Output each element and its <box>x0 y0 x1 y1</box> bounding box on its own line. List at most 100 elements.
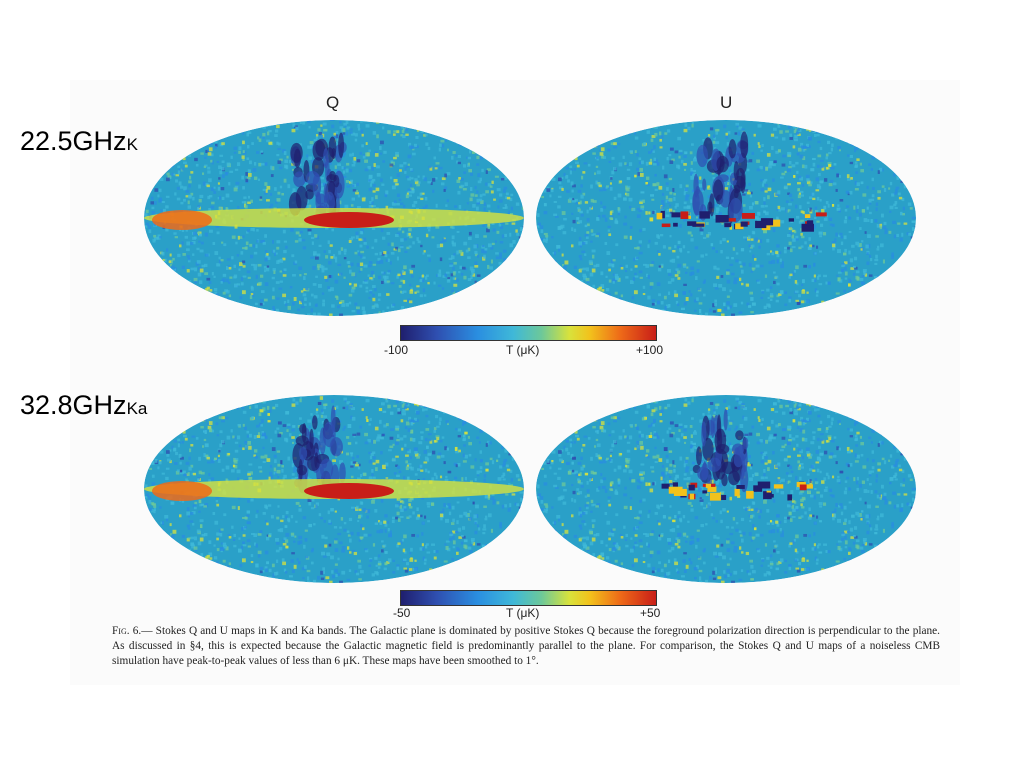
map-pixel <box>866 123 870 127</box>
map-pixel <box>628 197 633 202</box>
map-pixel <box>294 240 299 243</box>
map-pixel <box>169 552 172 555</box>
map-pixel <box>453 261 457 265</box>
map-pixel <box>166 120 169 123</box>
map-pixel <box>685 296 689 301</box>
map-pixel <box>407 428 412 432</box>
map-pixel <box>401 271 406 275</box>
map-pixel <box>578 201 581 205</box>
map-pixel <box>384 514 388 518</box>
map-pixel <box>854 180 857 185</box>
map-pixel <box>210 153 214 157</box>
map-pixel <box>819 235 823 238</box>
map-pixel <box>169 449 172 452</box>
map-pixel <box>150 250 154 255</box>
map-pixel <box>213 544 216 547</box>
map-pixel <box>220 259 224 262</box>
map-pixel <box>175 282 179 287</box>
map-pixel <box>340 517 344 521</box>
map-pixel <box>517 165 521 169</box>
map-pixel <box>823 205 827 210</box>
map-pixel <box>569 165 573 169</box>
map-pixel <box>429 312 432 316</box>
map-pixel <box>552 126 556 130</box>
map-pixel <box>610 177 613 180</box>
map-pixel <box>256 228 259 232</box>
map-pixel <box>557 307 561 311</box>
map-pixel <box>455 154 458 157</box>
map-pixel <box>596 217 600 221</box>
map-pixel <box>783 250 787 254</box>
map-pixel <box>839 199 844 202</box>
map-pixel <box>598 286 602 290</box>
map-pixel <box>576 150 581 153</box>
map-pixel <box>233 151 237 154</box>
map-pixel <box>362 527 365 531</box>
map-pixel <box>668 177 673 181</box>
map-pixel <box>793 129 797 134</box>
map-pixel <box>518 236 522 239</box>
map-pixel <box>346 126 351 130</box>
map-pixel <box>629 150 633 153</box>
map-pixel <box>409 300 413 304</box>
map-pixel <box>360 238 365 241</box>
map-pixel <box>891 252 894 257</box>
map-pixel <box>144 268 149 272</box>
map-pixel <box>422 477 426 482</box>
map-pixel <box>713 147 717 150</box>
map-pixel <box>824 178 828 182</box>
map-pixel <box>539 139 544 143</box>
map-pixel <box>560 224 565 229</box>
map-pixel <box>649 158 653 163</box>
map-pixel <box>324 275 328 279</box>
map-pixel <box>544 286 547 290</box>
map-pixel <box>716 275 720 279</box>
map-pixel <box>384 465 388 469</box>
map-pixel <box>337 557 340 561</box>
map-pixel <box>452 242 457 247</box>
map-pixel <box>837 249 842 254</box>
map-pixel <box>581 129 586 133</box>
map-pixel <box>780 176 784 179</box>
map-pixel <box>788 296 792 299</box>
map-pixel <box>590 290 593 294</box>
map-pixel <box>579 243 583 248</box>
map-pixel <box>188 286 191 291</box>
map-pixel <box>846 174 850 179</box>
map-pixel <box>474 261 478 266</box>
map-pixel <box>517 434 521 438</box>
map-pixel <box>821 312 824 316</box>
map-pixel <box>239 236 243 239</box>
map-pixel <box>276 542 280 545</box>
map-pixel <box>488 276 491 280</box>
map-pixel <box>377 275 382 280</box>
map-pixel <box>470 187 473 192</box>
map-pixel <box>787 151 791 156</box>
map-pixel <box>307 145 312 149</box>
map-pixel <box>610 301 615 305</box>
map-pixel <box>216 503 220 507</box>
map-pixel <box>383 121 387 124</box>
map-pixel <box>517 438 521 442</box>
map-pixel <box>472 146 475 150</box>
map-feature <box>295 185 308 211</box>
map-pixel <box>545 142 550 147</box>
map-pixel <box>483 254 486 259</box>
map-pixel <box>565 147 570 152</box>
map-pixel <box>227 305 230 310</box>
map-pixel <box>628 132 631 136</box>
map-pixel <box>584 224 588 228</box>
map-pixel <box>649 217 654 222</box>
map-pixel <box>437 284 442 287</box>
map-pixel <box>261 309 266 313</box>
map-pixel <box>877 190 881 194</box>
map-pixel <box>253 264 258 268</box>
map-pixel <box>476 190 479 194</box>
map-pixel <box>778 208 782 212</box>
map-pixel <box>219 154 224 157</box>
map-pixel <box>747 191 751 195</box>
map-pixel <box>198 131 201 135</box>
map-pixel <box>360 267 363 271</box>
map-pixel <box>160 209 164 212</box>
map-pixel <box>449 533 454 537</box>
